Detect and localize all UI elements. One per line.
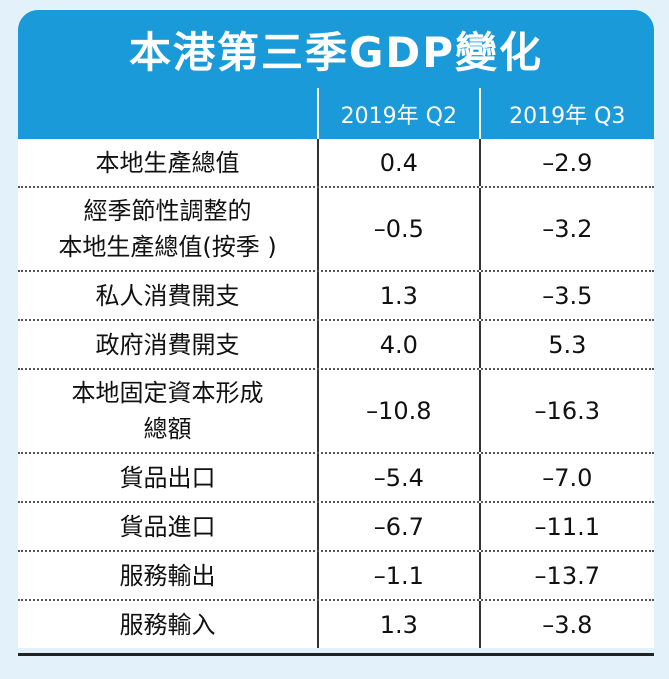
- table-row: 本地固定資本形成 總額 –10.8 –16.3: [18, 370, 654, 454]
- row-label-line: 服務輸出: [119, 561, 216, 590]
- table-row: 經季節性調整的 本地生產總值(按季 ) –0.5 –3.2: [18, 188, 654, 272]
- row-label-line: 政府消費開支: [95, 330, 240, 359]
- q2-value: –10.8: [317, 370, 479, 452]
- table-row: 貨品出口 –5.4 –7.0: [18, 454, 654, 503]
- q2-value: –1.1: [317, 552, 479, 599]
- row-label-line: 服務輸入: [119, 610, 216, 639]
- header-blank-cell: [18, 88, 317, 139]
- table-row: 私人消費開支 1.3 –3.5: [18, 272, 654, 321]
- row-label: 貨品進口: [18, 503, 317, 550]
- row-label: 服務輸入: [18, 601, 317, 648]
- gdp-table: 2019年 Q2 2019年 Q3 本地生產總值 0.4 –2.9 經季節性調整…: [18, 88, 654, 648]
- q3-value: –7.0: [478, 454, 654, 501]
- row-label: 政府消費開支: [18, 321, 317, 368]
- table-header: 2019年 Q2 2019年 Q3: [18, 88, 654, 139]
- row-label-line: 經季節性調整的: [83, 197, 252, 225]
- row-label-line: 本地生產總值(按季 ): [58, 233, 277, 261]
- q2-value: 0.4: [317, 139, 479, 186]
- q3-value: –3.2: [478, 188, 654, 270]
- q2-value: –5.4: [317, 454, 479, 501]
- q2-value: 4.0: [317, 321, 479, 368]
- table-row: 本地生產總值 0.4 –2.9: [18, 139, 654, 188]
- row-label-line: 本地固定資本形成: [71, 379, 264, 407]
- header-2019-q2: 2019年 Q2: [317, 88, 479, 139]
- row-label: 本地生產總值: [18, 139, 317, 186]
- page-title: 本港第三季GDP變化: [128, 27, 544, 77]
- row-label: 貨品出口: [18, 454, 317, 501]
- q2-value: –0.5: [317, 188, 479, 270]
- row-label-line: 總額: [143, 415, 192, 443]
- q3-value: –11.1: [478, 503, 654, 550]
- q3-value: –3.5: [478, 272, 654, 319]
- bottom-rule: [18, 653, 654, 656]
- row-label-line: 本地生產總值: [95, 148, 240, 177]
- row-label-line: 貨品進口: [119, 512, 216, 541]
- header-2019-q3: 2019年 Q3: [478, 88, 654, 139]
- table-row: 政府消費開支 4.0 5.3: [18, 321, 654, 370]
- q2-value: –6.7: [317, 503, 479, 550]
- q3-value: –2.9: [478, 139, 654, 186]
- q3-value: –13.7: [478, 552, 654, 599]
- row-label: 本地固定資本形成 總額: [18, 370, 317, 452]
- row-label: 服務輸出: [18, 552, 317, 599]
- q3-value: –3.8: [478, 601, 654, 648]
- row-label-line: 私人消費開支: [95, 281, 240, 310]
- q2-value: 1.3: [317, 272, 479, 319]
- q3-value: –16.3: [478, 370, 654, 452]
- table-row: 貨品進口 –6.7 –11.1: [18, 503, 654, 552]
- table-row: 服務輸入 1.3 –3.8: [18, 601, 654, 648]
- table-row: 服務輸出 –1.1 –13.7: [18, 552, 654, 601]
- row-label-line: 貨品出口: [119, 463, 216, 492]
- title-bar: 本港第三季GDP變化: [18, 10, 654, 88]
- q3-value: 5.3: [478, 321, 654, 368]
- row-label: 私人消費開支: [18, 272, 317, 319]
- q2-value: 1.3: [317, 601, 479, 648]
- row-label: 經季節性調整的 本地生產總值(按季 ): [18, 188, 317, 270]
